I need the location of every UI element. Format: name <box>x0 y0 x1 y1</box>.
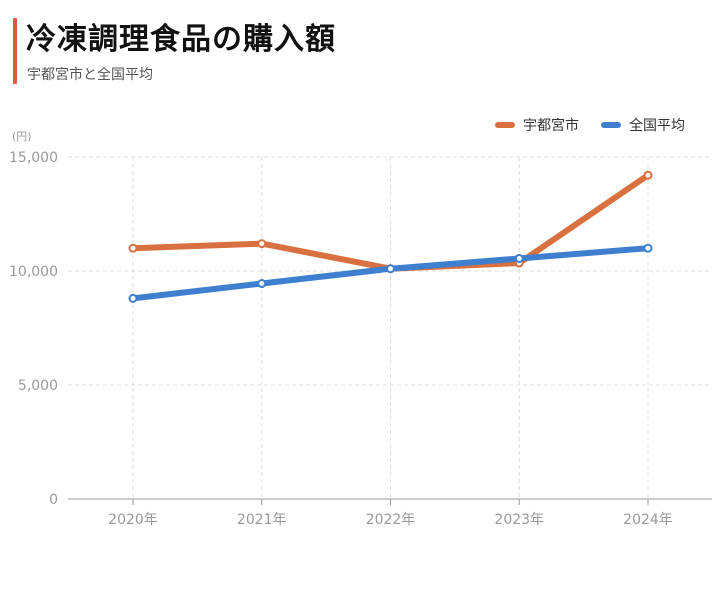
x-tick-label: 2021年 <box>237 512 287 528</box>
y-tick-label: 15,000 <box>9 150 58 166</box>
x-tick-label: 2023年 <box>494 512 544 528</box>
x-tick-label: 2022年 <box>366 512 416 528</box>
data-point[interactable] <box>257 239 267 249</box>
y-axis-unit: (円) <box>12 130 32 143</box>
y-tick-label: 5,000 <box>18 378 58 394</box>
series-layer <box>128 170 653 303</box>
y-tick-label: 0 <box>49 492 58 508</box>
grid-layer <box>68 156 712 499</box>
title-accent-bar <box>13 18 17 84</box>
legend: 宇都宮市 全国平均 <box>495 115 685 135</box>
chart-subtitle: 宇都宮市と全国平均 <box>27 67 153 83</box>
legend-item-utsunomiya[interactable]: 宇都宮市 <box>495 115 579 135</box>
data-point[interactable] <box>643 243 653 253</box>
x-tick-label: 2020年 <box>108 512 158 528</box>
legend-swatch-utsunomiya <box>495 122 515 128</box>
legend-item-national-average[interactable]: 全国平均 <box>601 115 685 135</box>
legend-label-national-average: 全国平均 <box>629 118 685 134</box>
data-point[interactable] <box>128 243 138 253</box>
legend-swatch-national-average <box>601 122 621 128</box>
y-tick-label: 10,000 <box>9 264 58 280</box>
data-point[interactable] <box>643 170 653 180</box>
axis-layer: 0 5,000 10,000 15,000 2020年 2021年 2022年 2023年 20… <box>9 150 712 528</box>
data-point[interactable] <box>514 253 524 263</box>
legend-label-utsunomiya: 宇都宮市 <box>523 118 579 134</box>
chart-title: 冷凍調理食品の購入額 <box>26 22 336 57</box>
data-point[interactable] <box>386 264 395 274</box>
data-point[interactable] <box>257 279 267 289</box>
x-tick-label: 2024年 <box>623 512 673 528</box>
data-point[interactable] <box>128 293 138 303</box>
